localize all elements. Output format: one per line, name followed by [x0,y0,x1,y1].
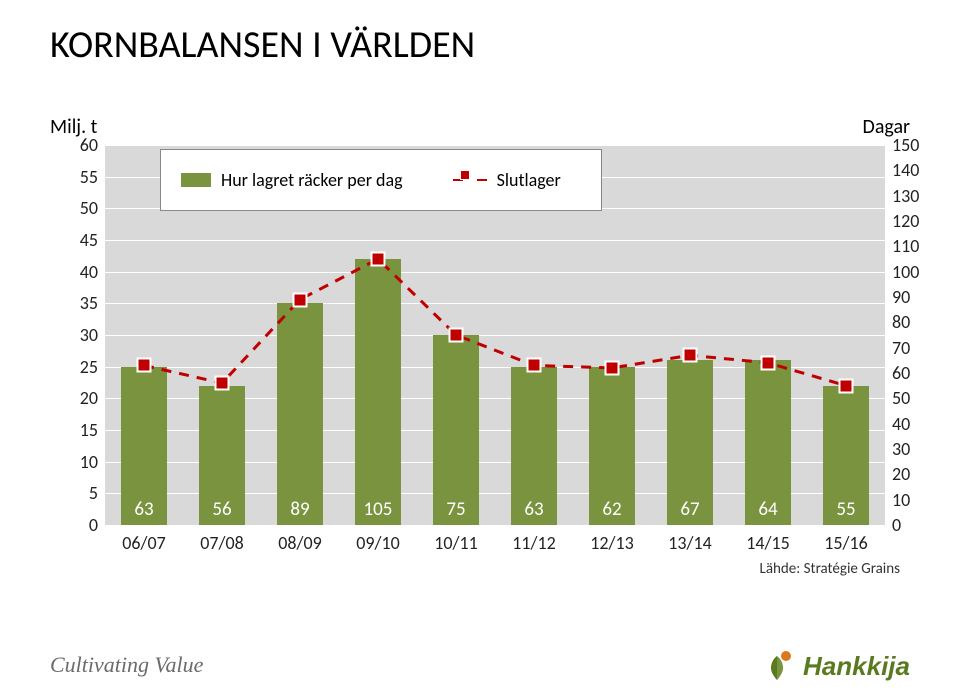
y2-tick-label: 120 [892,210,919,232]
bar-value-label: 89 [277,498,322,521]
gridline [105,272,885,273]
y2-tick-label: 50 [892,387,910,409]
brand-logo-icon [759,646,795,682]
bar-value-label: 64 [745,498,790,521]
bar: 64 [745,360,790,525]
line-marker [605,360,620,375]
x-tick-label: 06/07 [122,532,165,554]
line-marker [839,378,854,393]
bar-value-label: 56 [199,498,244,521]
x-tick-label: 11/12 [512,532,555,554]
line-marker [293,292,308,307]
line-marker [215,376,230,391]
y2-tick-label: 60 [892,362,910,384]
y1-tick-label: 45 [80,229,98,251]
line-marker [527,358,542,373]
bar-value-label: 67 [667,498,712,521]
bar: 55 [823,386,868,525]
x-tick-label: 09/10 [356,532,399,554]
y2-tick-label: 20 [892,463,910,485]
y2-tick-label: 10 [892,489,910,511]
x-tick-label: 07/08 [200,532,243,554]
legend-swatch-line [453,173,487,187]
y1-tick-label: 15 [80,419,98,441]
line-marker [449,328,464,343]
gridline [105,303,885,304]
gridline [105,335,885,336]
y2-tick-label: 130 [892,185,919,207]
brand: Hankkija [759,646,910,682]
bar-value-label: 55 [823,498,868,521]
gridline [105,240,885,241]
legend-item-bar: Hur lagret räcker per dag [181,169,403,191]
y1-tick-label: 40 [80,261,98,283]
y2-tick-label: 0 [892,514,901,536]
legend-label-bar: Hur lagret räcker per dag [221,169,403,191]
line-marker [137,358,152,373]
footer-tagline: Cultivating Value [50,652,203,678]
y1-tick-label: 25 [80,356,98,378]
x-tick-label: 14/15 [746,532,789,554]
y1-tick-label: 5 [89,482,98,504]
line-marker [761,355,776,370]
bar: 56 [199,386,244,525]
gridline [105,525,885,526]
y2-tick-label: 30 [892,438,910,460]
legend: Hur lagret räcker per dag Slutlager [160,149,602,211]
line-marker [371,252,386,267]
footer: Cultivating Value Hankkija [0,628,960,698]
y1-tick-label: 20 [80,387,98,409]
x-tick-label: 08/09 [278,532,321,554]
y1-tick-label: 60 [80,134,98,156]
y1-tick-label: 35 [80,292,98,314]
chart-plot-area: 63 56 89 105 75 63 62 67 64 55 Hur lagret räcker … [105,145,885,525]
y2-tick-label: 90 [892,286,910,308]
x-tick-label: 15/16 [824,532,867,554]
brand-name: Hankkija [803,651,910,682]
line-marker [683,348,698,363]
bar-value-label: 105 [355,498,400,521]
source-note: Lähde: Stratégie Grains [760,560,900,578]
bar: 89 [277,303,322,525]
slide: KORNBALANSEN I VÄRLDEN Milj. t Dagar 635… [0,0,960,698]
bar-value-label: 62 [589,498,634,521]
x-tick-label: 13/14 [668,532,711,554]
gridline [105,145,885,146]
y2-tick-label: 40 [892,413,910,435]
bar-value-label: 63 [121,498,166,521]
y1-tick-label: 50 [80,197,98,219]
y1-tick-label: 55 [80,166,98,188]
bar-value-label: 75 [433,498,478,521]
y2-tick-label: 70 [892,337,910,359]
legend-label-line: Slutlager [497,169,561,191]
bar: 75 [433,335,478,525]
x-tick-label: 12/13 [590,532,633,554]
bar: 63 [511,367,556,525]
bar: 67 [667,360,712,525]
legend-swatch-bar [181,173,211,187]
y2-tick-label: 150 [892,134,919,156]
bar: 63 [121,367,166,525]
y1-tick-label: 10 [80,451,98,473]
page-title: KORNBALANSEN I VÄRLDEN [50,22,475,68]
y2-tick-label: 100 [892,261,919,283]
legend-item-line: Slutlager [453,169,561,191]
bar: 105 [355,259,400,525]
y2-tick-label: 110 [892,235,919,257]
y2-tick-label: 80 [892,311,910,333]
y1-tick-label: 0 [89,514,98,536]
bar: 62 [589,367,634,525]
bar-value-label: 63 [511,498,556,521]
x-tick-label: 10/11 [434,532,477,554]
y1-tick-label: 30 [80,324,98,346]
y2-tick-label: 140 [892,159,919,181]
